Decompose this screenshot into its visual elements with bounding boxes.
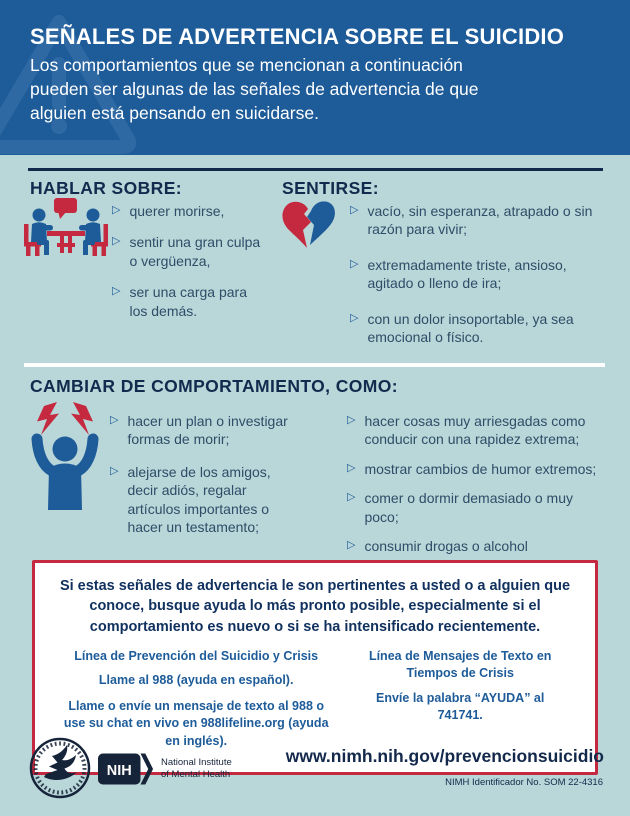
cambiar-list-left: hacer un plan o investigar formas de mor… — [110, 412, 298, 551]
list-item-text: hacer cosas muy arriesgadas como conduci… — [364, 413, 586, 448]
list-item-text: comer o dormir demasiado o muy poco; — [364, 490, 573, 525]
list-item-text: sentir una gran culpa o vergüenza, — [129, 234, 261, 269]
bullet-triangle-icon — [110, 463, 118, 537]
cambiar-list-right: hacer cosas muy arriesgadas como conduci… — [347, 412, 603, 585]
list-item: alejarse de los amigos, decir adiós, reg… — [110, 463, 298, 537]
list-item-text: extremadamente triste, ansioso, agitado … — [367, 256, 567, 292]
text-line-column: Línea de Mensajes de Texto en Tiempos de… — [341, 648, 579, 759]
sentirse-list: vacío, sin esperanza, atrapado o sin raz… — [350, 202, 598, 364]
hhs-seal-icon — [29, 737, 91, 799]
section-heading-cambiar: CAMBIAR DE COMPORTAMIENTO, COMO: — [30, 376, 398, 396]
crisis-line-column: Línea de Prevención del Suicidio y Crisi… — [51, 648, 341, 759]
list-item: sentir una gran culpa o vergüenza, — [112, 233, 264, 270]
list-item: mostrar cambios de humor extremos; — [347, 460, 603, 478]
bullet-triangle-icon — [350, 202, 358, 239]
list-item: comer o dormir demasiado o muy poco; — [347, 489, 603, 526]
nih-logo-block: NIH National Institute of Mental Health — [98, 752, 232, 786]
text-line-title: Línea de Mensajes de Texto en Tiempos de… — [368, 648, 552, 681]
list-item: extremadamente triste, ansioso, agitado … — [350, 256, 598, 293]
help-columns: Línea de Prevención del Suicidio y Crisi… — [51, 648, 579, 759]
list-item-text: alejarse de los amigos, decir adiós, reg… — [127, 463, 271, 536]
list-item-text: mostrar cambios de humor extremos; — [364, 460, 597, 477]
list-item: vacío, sin esperanza, atrapado o sin raz… — [350, 202, 598, 239]
section-divider — [24, 363, 605, 367]
text-line-instruction: Envíe la palabra “AYUDA” al 741741. — [376, 690, 545, 723]
list-item-text: ser una carga para los demás. — [129, 284, 247, 319]
bullet-triangle-icon — [350, 310, 358, 347]
list-item-text: con un dolor insoportable, ya sea emocio… — [367, 310, 574, 346]
list-item-text: hacer un plan o investigar formas de mor… — [127, 413, 288, 448]
list-item: ser una carga para los demás. — [112, 283, 264, 320]
nih-name-line2: of Mental Health — [161, 769, 231, 780]
bullet-triangle-icon — [112, 283, 120, 320]
list-item: hacer un plan o investigar formas de mor… — [110, 412, 298, 449]
list-item: querer morirse, — [112, 202, 264, 220]
crisis-help-box: Si estas señales de advertencia le son p… — [32, 560, 598, 776]
header: SEÑALES DE ADVERTENCIA SOBRE EL SUICIDIO… — [0, 0, 630, 155]
crisis-line-call: Llame al 988 (ayuda en español). — [98, 673, 294, 688]
page-subtitle: Los comportamientos que se mencionan a c… — [30, 55, 479, 123]
bullet-triangle-icon — [347, 460, 355, 478]
bullet-triangle-icon — [112, 202, 120, 220]
list-item-text: vacío, sin esperanza, atrapado o sin raz… — [367, 203, 593, 238]
help-message: Si estas señales de advertencia le son p… — [59, 578, 571, 635]
list-item: hacer cosas muy arriesgadas como conduci… — [347, 412, 603, 449]
list-item-text: querer morirse, — [129, 203, 225, 219]
nih-acronym: NIH — [107, 763, 132, 779]
bullet-triangle-icon — [347, 489, 355, 526]
bullet-triangle-icon — [350, 256, 358, 293]
nih-name-line1: National Institute — [161, 757, 232, 769]
bullet-triangle-icon — [347, 412, 355, 449]
nih-logo-icon: NIH — [98, 753, 154, 785]
distressed-person-icon — [31, 402, 99, 510]
crisis-line-text-chat: Llame o envíe un mensaje de texto al 988… — [63, 698, 329, 748]
section-divider — [28, 168, 603, 171]
conversation-icon — [24, 198, 108, 256]
broken-heart-icon — [282, 201, 335, 248]
bullet-triangle-icon — [112, 233, 120, 270]
hablar-list: querer morirse, sentir una gran culpa o … — [112, 202, 264, 333]
section-heading-hablar: HABLAR SOBRE: — [30, 178, 183, 198]
website-url-link[interactable]: www.nimh.nih.gov/prevencionsuicidio — [285, 746, 604, 766]
bullet-triangle-icon — [110, 412, 118, 449]
crisis-line-title: Línea de Prevención del Suicidio y Crisi… — [74, 648, 319, 663]
nih-institute-name: National Institute of Mental Health — [161, 757, 232, 781]
page-title: SEÑALES DE ADVERTENCIA SOBRE EL SUICIDIO — [30, 24, 565, 49]
nimh-identifier: NIMH Identificador No. SOM 22-4316 — [445, 777, 603, 788]
section-heading-sentirse: SENTIRSE: — [282, 178, 379, 198]
warning-triangle-watermark-icon — [0, 15, 137, 154]
list-item: con un dolor insoportable, ya sea emocio… — [350, 310, 598, 347]
